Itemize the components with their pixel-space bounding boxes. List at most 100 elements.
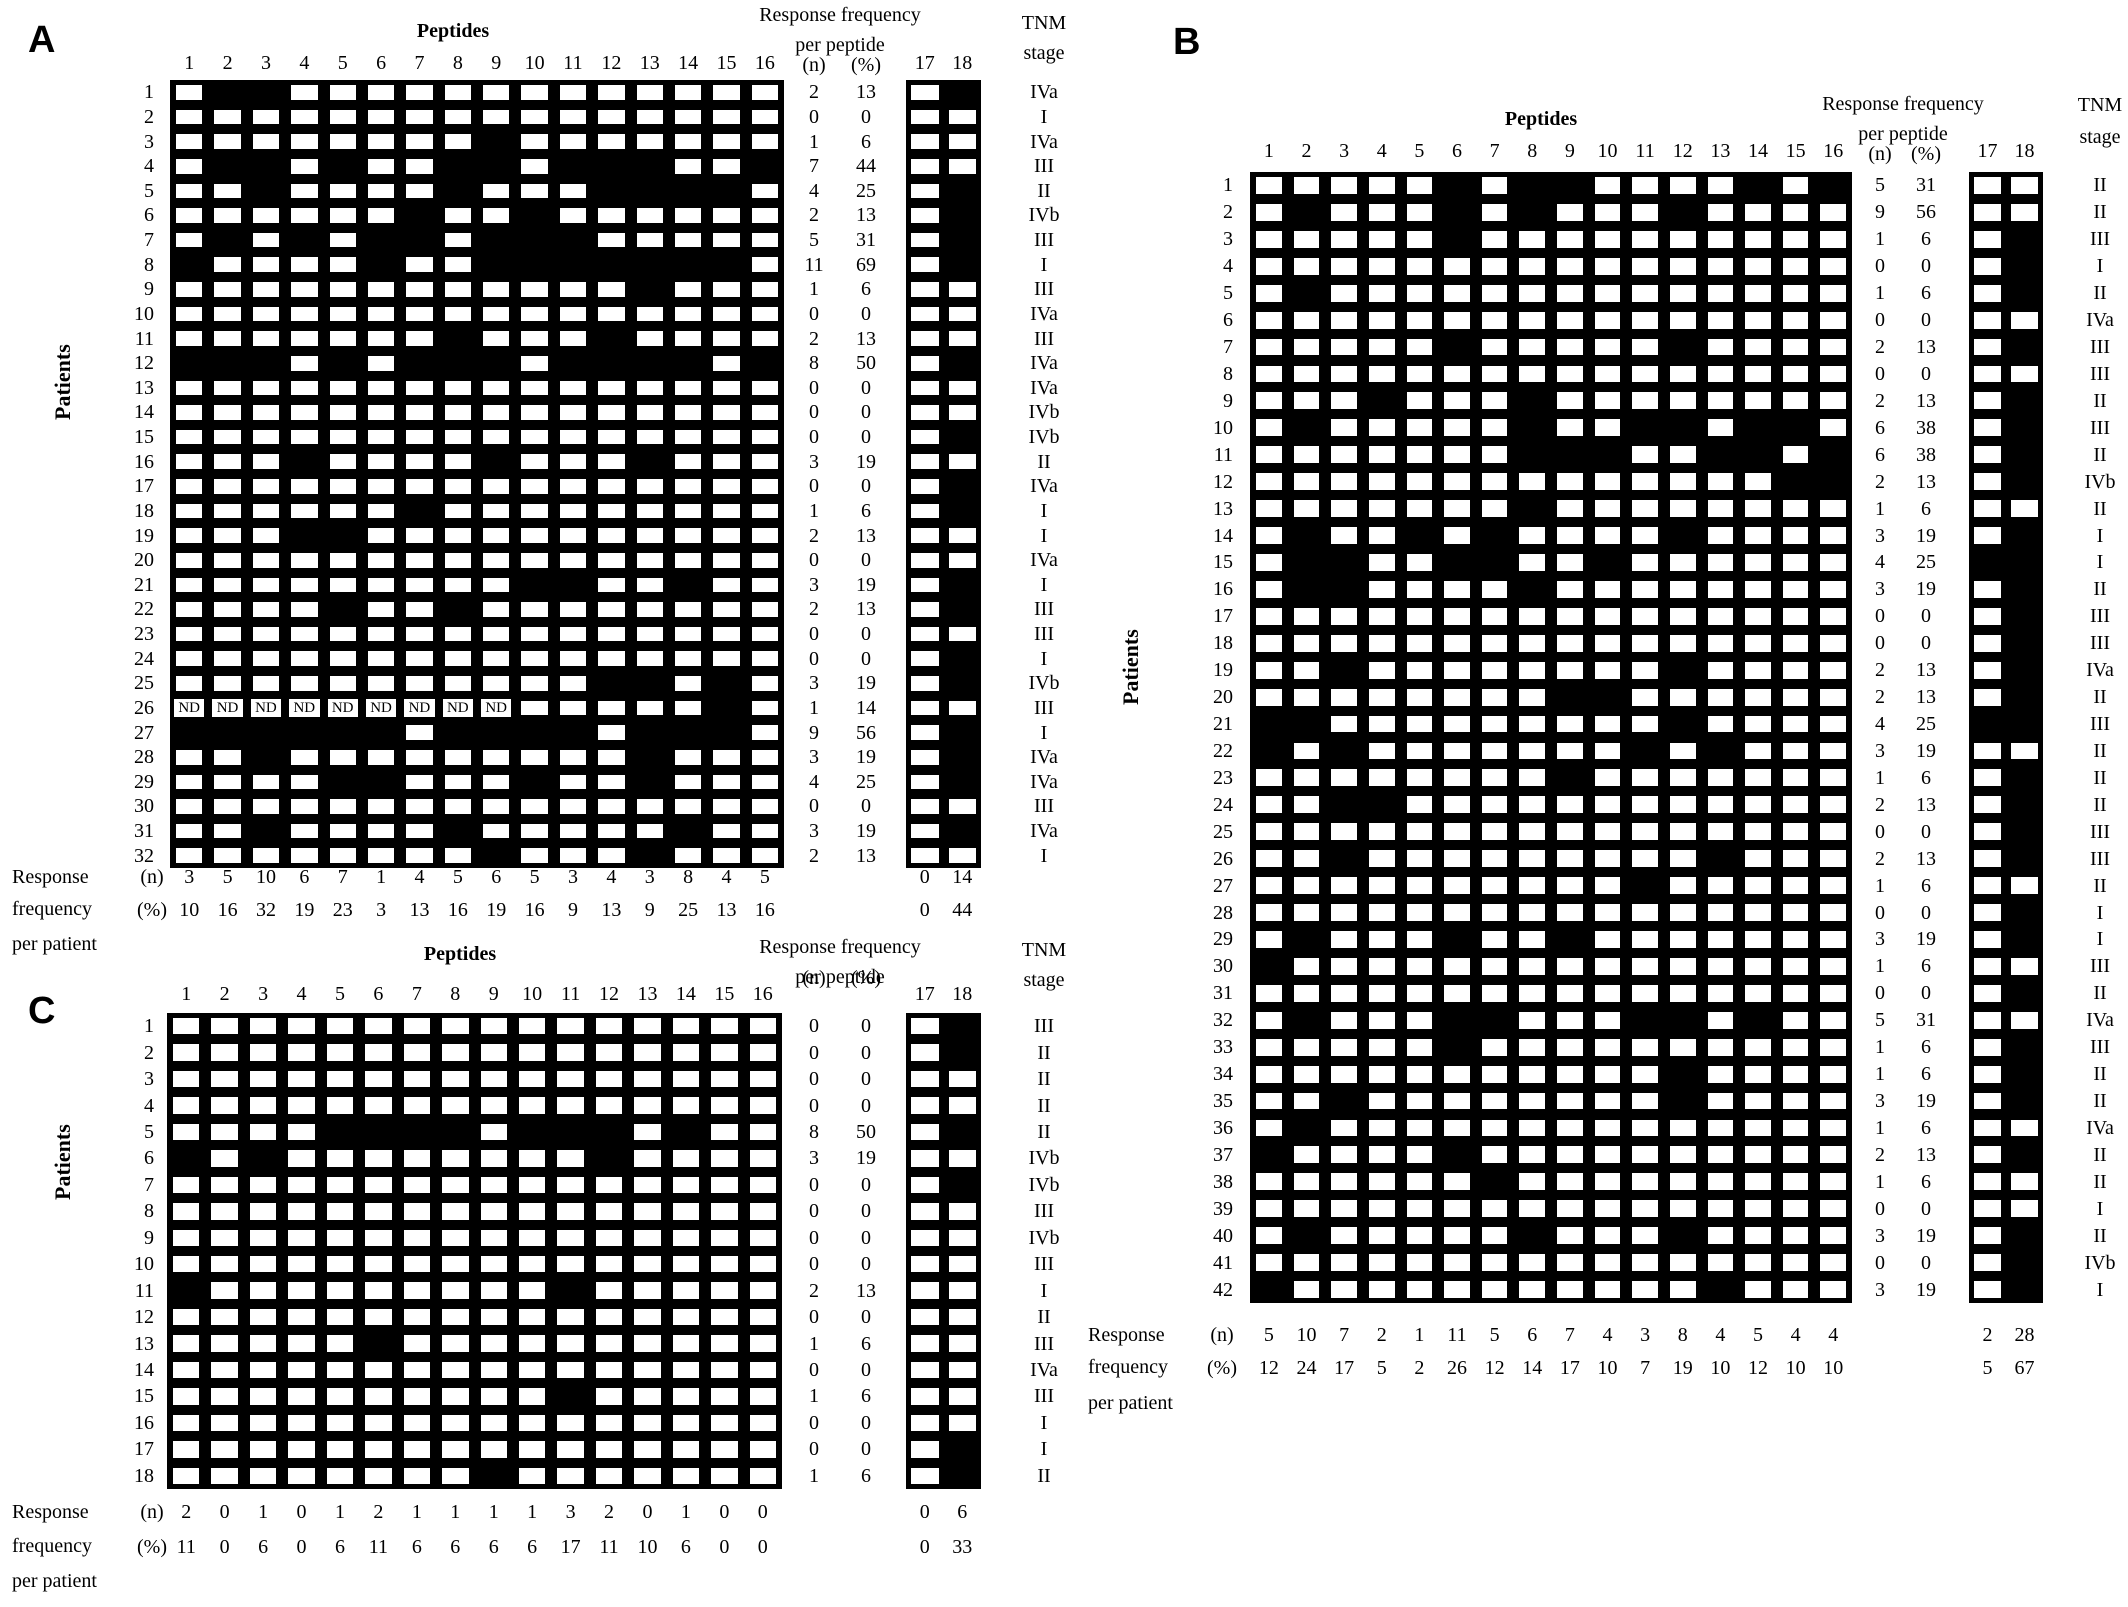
patients-axis-title: Patients bbox=[50, 1124, 75, 1200]
per-patient-n-value: 3 bbox=[1640, 1324, 1651, 1346]
patient-row-label: 7 bbox=[144, 229, 154, 252]
negative-response-cell bbox=[1481, 769, 1508, 787]
negative-response-cell bbox=[749, 1097, 776, 1114]
negative-response-cell bbox=[176, 577, 203, 593]
negative-response-cell bbox=[1820, 500, 1846, 518]
negative-response-cell bbox=[1256, 931, 1282, 948]
patient-row-label: 14 bbox=[134, 401, 154, 424]
negative-response-cell bbox=[559, 85, 587, 100]
negative-response-cell bbox=[559, 823, 587, 839]
negative-response-cell bbox=[1594, 473, 1621, 491]
negative-response-cell bbox=[711, 1070, 738, 1088]
per-patient-n-value: 5 bbox=[759, 866, 770, 888]
positive-response-cell bbox=[400, 203, 438, 228]
negative-response-cell bbox=[367, 528, 395, 543]
negative-response-cell bbox=[1707, 338, 1734, 356]
negative-response-cell bbox=[559, 331, 587, 346]
column-tick-label: 1 bbox=[181, 983, 192, 1005]
negative-response-cell bbox=[1707, 311, 1734, 329]
control-peptide-grid bbox=[906, 80, 981, 868]
control-negative-cell bbox=[948, 1308, 976, 1326]
negative-response-cell bbox=[521, 676, 548, 691]
negative-response-cell bbox=[173, 1256, 200, 1273]
negative-response-cell bbox=[1293, 957, 1320, 975]
negative-response-cell bbox=[711, 1467, 738, 1484]
negative-response-cell bbox=[1331, 688, 1357, 706]
negative-response-cell bbox=[1481, 580, 1508, 598]
per-patient-pct-value: 10 bbox=[1597, 1357, 1618, 1379]
negative-response-cell bbox=[249, 1044, 277, 1061]
negative-response-cell bbox=[711, 1044, 738, 1061]
negative-response-cell bbox=[1594, 1254, 1621, 1272]
per-patient-pct-value: 12 bbox=[1258, 1357, 1279, 1379]
negative-response-cell bbox=[1519, 957, 1545, 975]
negative-response-cell bbox=[214, 134, 241, 149]
patient-row-label: 29 bbox=[1213, 928, 1233, 951]
per-peptide-n-value: 2 bbox=[1875, 470, 1885, 493]
negative-response-cell bbox=[595, 1361, 623, 1379]
positive-response-cell bbox=[1250, 738, 1288, 765]
negative-response-cell bbox=[288, 1176, 315, 1194]
panel-label: B bbox=[1173, 21, 1201, 63]
nd-cell: ND bbox=[481, 698, 512, 718]
negative-response-cell bbox=[1256, 446, 1282, 464]
negative-response-cell bbox=[1782, 715, 1809, 733]
patient-row-label: 13 bbox=[134, 376, 154, 399]
negative-response-cell bbox=[406, 528, 433, 543]
positive-response-cell bbox=[1664, 199, 1702, 226]
negative-response-cell bbox=[1519, 769, 1545, 787]
negative-response-cell bbox=[559, 282, 587, 297]
negative-response-cell bbox=[1557, 1200, 1583, 1218]
negative-response-cell bbox=[1256, 904, 1282, 921]
negative-response-cell bbox=[1406, 877, 1433, 895]
negative-response-cell bbox=[559, 749, 587, 765]
negative-response-cell bbox=[1707, 984, 1734, 1002]
negative-response-cell bbox=[214, 405, 241, 420]
control-positive-cell bbox=[944, 228, 982, 253]
negative-response-cell bbox=[176, 306, 203, 322]
positive-response-cell bbox=[1438, 1141, 1476, 1168]
negative-response-cell bbox=[442, 1150, 469, 1167]
negative-response-cell bbox=[252, 208, 280, 223]
negative-response-cell bbox=[1444, 1092, 1470, 1110]
positive-response-cell bbox=[477, 252, 515, 277]
control-negative-cell bbox=[911, 749, 939, 765]
per-peptide-n-value: 2 bbox=[1875, 793, 1885, 816]
response-row-label: Response bbox=[1088, 1324, 1165, 1346]
positive-response-cell bbox=[1476, 1168, 1514, 1195]
control-negative-cell bbox=[911, 232, 939, 248]
positive-response-cell bbox=[1363, 791, 1401, 818]
positive-response-cell bbox=[247, 179, 285, 204]
patient-row-label: 23 bbox=[134, 623, 154, 646]
negative-response-cell bbox=[1256, 1254, 1282, 1272]
positive-response-cell bbox=[1551, 764, 1589, 791]
control-negative-cell bbox=[911, 158, 939, 174]
patient-row-label: 15 bbox=[134, 1385, 154, 1408]
patient-row-label: 35 bbox=[1213, 1090, 1233, 1113]
negative-response-cell bbox=[173, 1097, 200, 1114]
column-tick-label: 6 bbox=[1451, 140, 1462, 162]
patient-row-label: 11 bbox=[1213, 443, 1233, 466]
positive-response-cell bbox=[1325, 657, 1363, 684]
negative-response-cell bbox=[1594, 203, 1621, 221]
negative-response-cell bbox=[636, 799, 663, 814]
negative-response-cell bbox=[672, 1256, 700, 1273]
control-negative-cell bbox=[1974, 419, 2001, 437]
tnm-stage-value: III bbox=[1034, 696, 1054, 719]
control-peptide-grid bbox=[1969, 172, 2043, 1303]
negative-response-cell bbox=[176, 749, 203, 765]
negative-response-cell bbox=[1444, 473, 1470, 491]
negative-response-cell bbox=[1745, 1038, 1771, 1056]
negative-response-cell bbox=[1331, 957, 1357, 975]
negative-response-cell bbox=[444, 479, 471, 494]
negative-response-cell bbox=[252, 774, 280, 790]
negative-response-cell bbox=[595, 1176, 623, 1194]
per-peptide-pct-value: 19 bbox=[1916, 524, 1936, 547]
negative-response-cell bbox=[713, 134, 740, 149]
negative-response-cell bbox=[367, 503, 395, 519]
control-positive-cell bbox=[944, 745, 982, 770]
negative-response-cell bbox=[1331, 1200, 1357, 1218]
negative-response-cell bbox=[634, 1070, 661, 1088]
negative-response-cell bbox=[480, 1123, 507, 1141]
negative-response-cell bbox=[1820, 1065, 1846, 1083]
